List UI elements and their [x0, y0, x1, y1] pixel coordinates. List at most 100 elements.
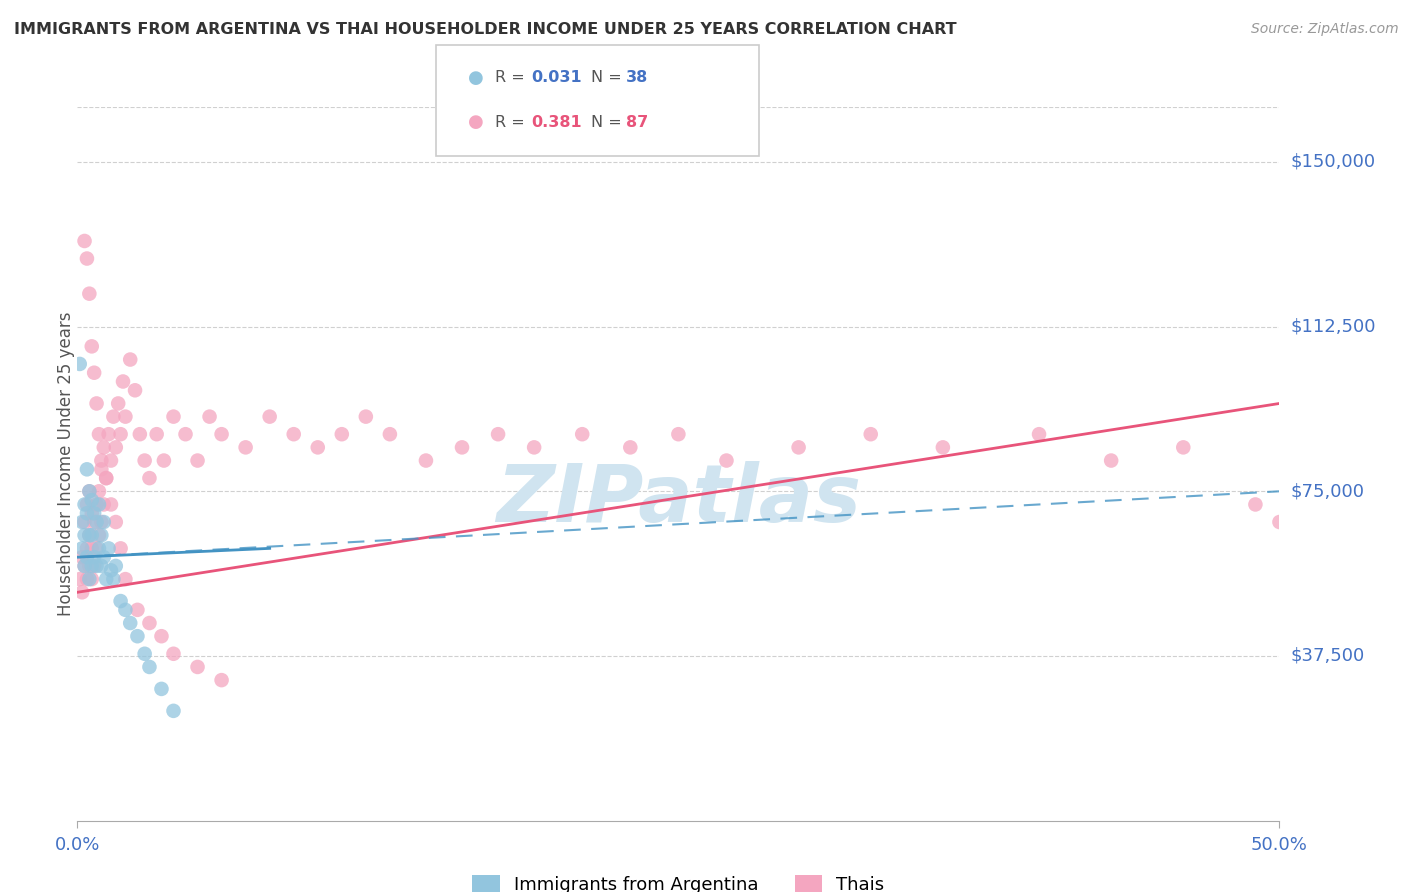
Point: [73, 498, 96, 512]
Point: [93, 515, 115, 529]
Point: [668, 427, 690, 442]
Text: ●: ●: [468, 113, 484, 131]
Point: [104, 441, 127, 455]
Text: 0.381: 0.381: [531, 115, 582, 129]
Point: [859, 427, 882, 442]
Point: [1173, 441, 1195, 455]
Point: [80, 572, 103, 586]
Text: $150,000: $150,000: [1291, 153, 1375, 171]
Point: [114, 572, 136, 586]
Point: [111, 375, 134, 389]
Point: [127, 603, 149, 617]
Point: [162, 409, 184, 424]
Point: [114, 603, 136, 617]
Point: [259, 409, 281, 424]
Point: [90, 515, 112, 529]
Point: [79, 558, 101, 573]
Point: [70, 550, 93, 565]
Point: [70, 541, 93, 556]
Point: [134, 453, 156, 467]
Point: [145, 427, 167, 442]
Point: [138, 660, 160, 674]
Point: [90, 528, 112, 542]
Point: [79, 484, 101, 499]
Point: [79, 528, 101, 542]
Point: [932, 441, 955, 455]
Point: [80, 493, 103, 508]
Point: [93, 498, 115, 512]
Point: [70, 515, 93, 529]
Point: [124, 384, 146, 398]
Point: [69, 357, 91, 371]
Point: [86, 396, 108, 410]
Point: [1244, 498, 1267, 512]
Point: [1028, 427, 1050, 442]
Point: [83, 558, 105, 573]
Point: [97, 541, 120, 556]
Point: [70, 585, 93, 599]
Point: [90, 462, 112, 476]
Point: [127, 629, 149, 643]
Point: [76, 506, 98, 520]
Point: [283, 427, 305, 442]
Text: ●: ●: [468, 69, 484, 87]
Point: [100, 563, 122, 577]
Point: [86, 498, 108, 512]
Point: [90, 453, 112, 467]
Point: [83, 366, 105, 380]
Point: [97, 427, 120, 442]
Point: [104, 515, 127, 529]
Legend: Immigrants from Argentina, Thais: Immigrants from Argentina, Thais: [472, 875, 884, 892]
Point: [76, 572, 98, 586]
Text: 38: 38: [626, 70, 648, 85]
Point: [73, 528, 96, 542]
Point: [150, 681, 173, 696]
Point: [110, 427, 132, 442]
Point: [378, 427, 401, 442]
Point: [162, 647, 184, 661]
Point: [93, 441, 115, 455]
Point: [79, 484, 101, 499]
Point: [198, 409, 221, 424]
Y-axis label: Householder Income Under 25 years: Householder Income Under 25 years: [58, 311, 75, 616]
Point: [787, 441, 810, 455]
Point: [211, 427, 233, 442]
Point: [103, 409, 125, 424]
Point: [354, 409, 377, 424]
Text: R =: R =: [495, 70, 530, 85]
Point: [69, 572, 91, 586]
Point: [100, 498, 122, 512]
Point: [619, 441, 641, 455]
Point: [186, 453, 209, 467]
Point: [80, 506, 103, 520]
Point: [211, 673, 233, 687]
Point: [96, 572, 118, 586]
Point: [73, 558, 96, 573]
Point: [76, 550, 98, 565]
Point: [307, 441, 329, 455]
Point: [1268, 515, 1291, 529]
Text: ZIPatlas: ZIPatlas: [496, 460, 860, 539]
Point: [120, 352, 142, 367]
Text: IMMIGRANTS FROM ARGENTINA VS THAI HOUSEHOLDER INCOME UNDER 25 YEARS CORRELATION : IMMIGRANTS FROM ARGENTINA VS THAI HOUSEH…: [14, 22, 956, 37]
Point: [110, 541, 132, 556]
Point: [235, 441, 257, 455]
Point: [76, 252, 98, 266]
Point: [80, 558, 103, 573]
Point: [128, 427, 150, 442]
Point: [86, 541, 108, 556]
Point: [83, 506, 105, 520]
Point: [103, 572, 125, 586]
Point: [153, 453, 176, 467]
Point: [134, 647, 156, 661]
Point: [114, 409, 136, 424]
Point: [107, 396, 129, 410]
Point: [174, 427, 197, 442]
Point: [451, 441, 474, 455]
Point: [79, 528, 101, 542]
Point: [571, 427, 593, 442]
Point: [90, 558, 112, 573]
Point: [87, 498, 110, 512]
Point: [104, 558, 127, 573]
Point: [76, 541, 98, 556]
